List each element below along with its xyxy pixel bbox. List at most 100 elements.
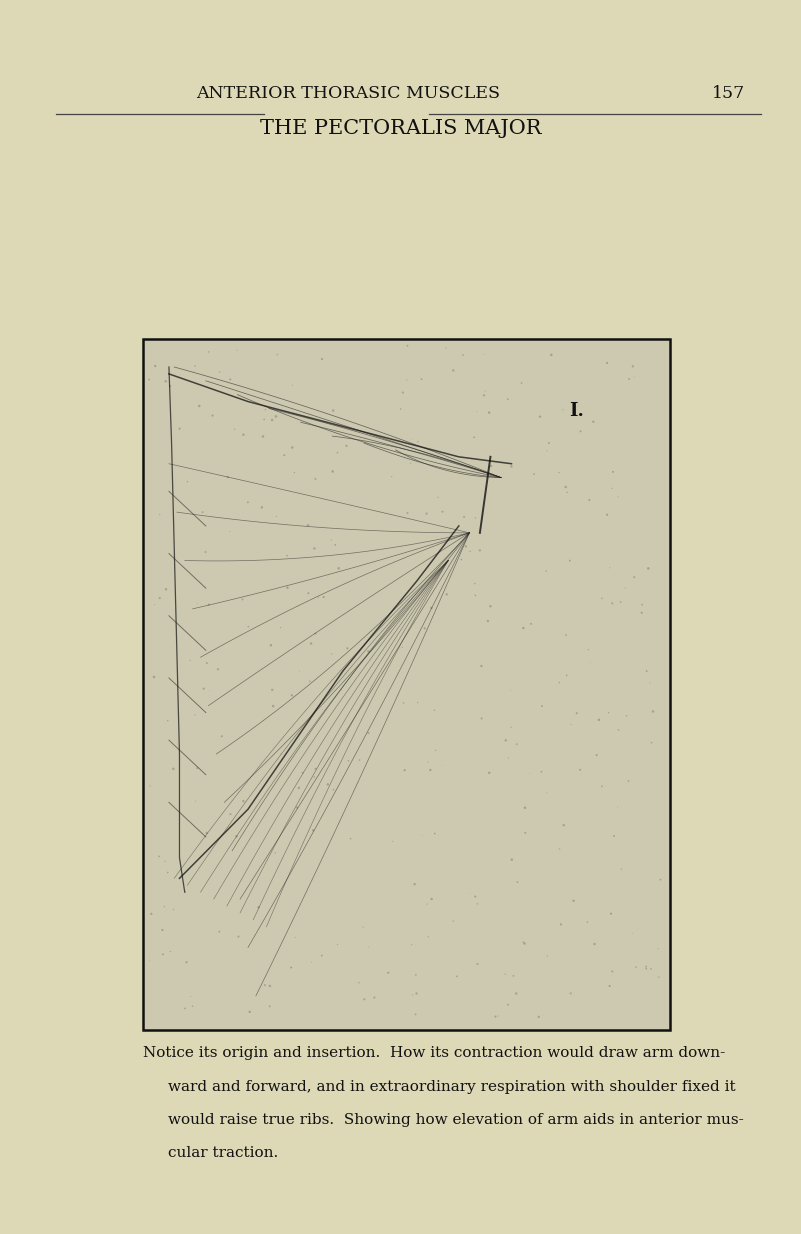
Point [626,357,639,376]
Point [447,360,460,380]
Point [396,638,409,658]
Point [144,776,157,796]
Point [409,965,422,985]
Point [327,780,340,800]
Point [489,1007,502,1027]
Point [422,927,435,946]
Point [640,661,653,681]
Point [560,665,573,685]
Point [264,976,276,996]
Point [401,336,414,355]
Point [316,700,329,719]
Point [485,457,497,476]
Point [511,872,524,892]
Point [202,342,215,362]
Point [626,923,639,943]
Text: THE PECTORALIS MAJOR: THE PECTORALIS MAJOR [260,120,541,138]
Point [164,942,177,961]
Point [653,967,666,987]
Point [567,891,580,911]
Point [256,497,268,517]
Point [200,653,213,673]
Point [574,760,586,780]
Point [173,418,186,438]
Point [397,694,410,713]
Point [189,357,202,376]
Point [405,429,418,449]
Point [424,760,437,780]
Point [215,727,228,747]
Point [587,412,600,432]
Point [344,829,357,849]
Point [560,626,573,645]
Point [501,995,514,1014]
Point [483,763,496,782]
Point [308,538,320,558]
Point [302,584,315,603]
Point [232,927,245,946]
Point [266,410,279,429]
Point [478,381,491,401]
Point [447,911,460,930]
Point [179,998,191,1018]
Point [181,471,194,491]
Text: ANTERIOR THORASIC MUSCLES: ANTERIOR THORASIC MUSCLES [196,85,501,102]
Point [429,740,442,760]
Point [606,479,618,499]
Point [646,702,659,722]
Point [484,596,497,616]
Point [281,578,294,597]
Point [469,508,482,528]
Point [596,776,609,796]
Point [519,823,532,843]
Point [606,594,618,613]
Point [536,696,549,716]
Point [630,958,642,977]
Point [535,761,548,781]
Point [620,706,633,726]
Point [267,696,280,716]
Point [259,975,272,995]
Point [471,893,484,913]
Point [615,859,628,879]
Point [316,349,328,369]
Point [341,638,354,658]
Point [517,618,529,638]
Point [606,462,619,481]
Point [200,823,213,843]
Point [574,422,587,442]
Point [553,673,566,692]
Point [221,468,234,487]
Point [196,502,209,522]
Point [224,805,237,824]
Text: Notice its origin and insertion.  How its contraction would draw arm down-: Notice its origin and insertion. How its… [143,1046,725,1060]
Point [646,733,658,753]
Point [271,344,284,364]
Point [242,492,255,512]
Point [541,946,553,966]
Point [584,653,597,673]
Point [590,745,603,765]
Point [293,661,306,681]
Point [237,791,250,811]
Point [518,934,531,954]
Point [321,775,334,795]
Point [312,587,324,607]
Point [203,595,215,615]
Point [406,985,419,1004]
Text: ward and forward, and in extraordinary respiration with shoulder fixed it: ward and forward, and in extraordinary r… [168,1080,736,1093]
Point [159,371,172,391]
Point [601,353,614,373]
Point [588,934,601,954]
Point [635,603,648,623]
Point [611,797,624,817]
Point [505,717,517,737]
Point [425,890,438,909]
Point [471,954,484,974]
Point [189,791,202,811]
Point [654,870,667,890]
Point [230,827,243,847]
Point [499,731,512,750]
Point [473,540,486,560]
Point [483,402,496,422]
